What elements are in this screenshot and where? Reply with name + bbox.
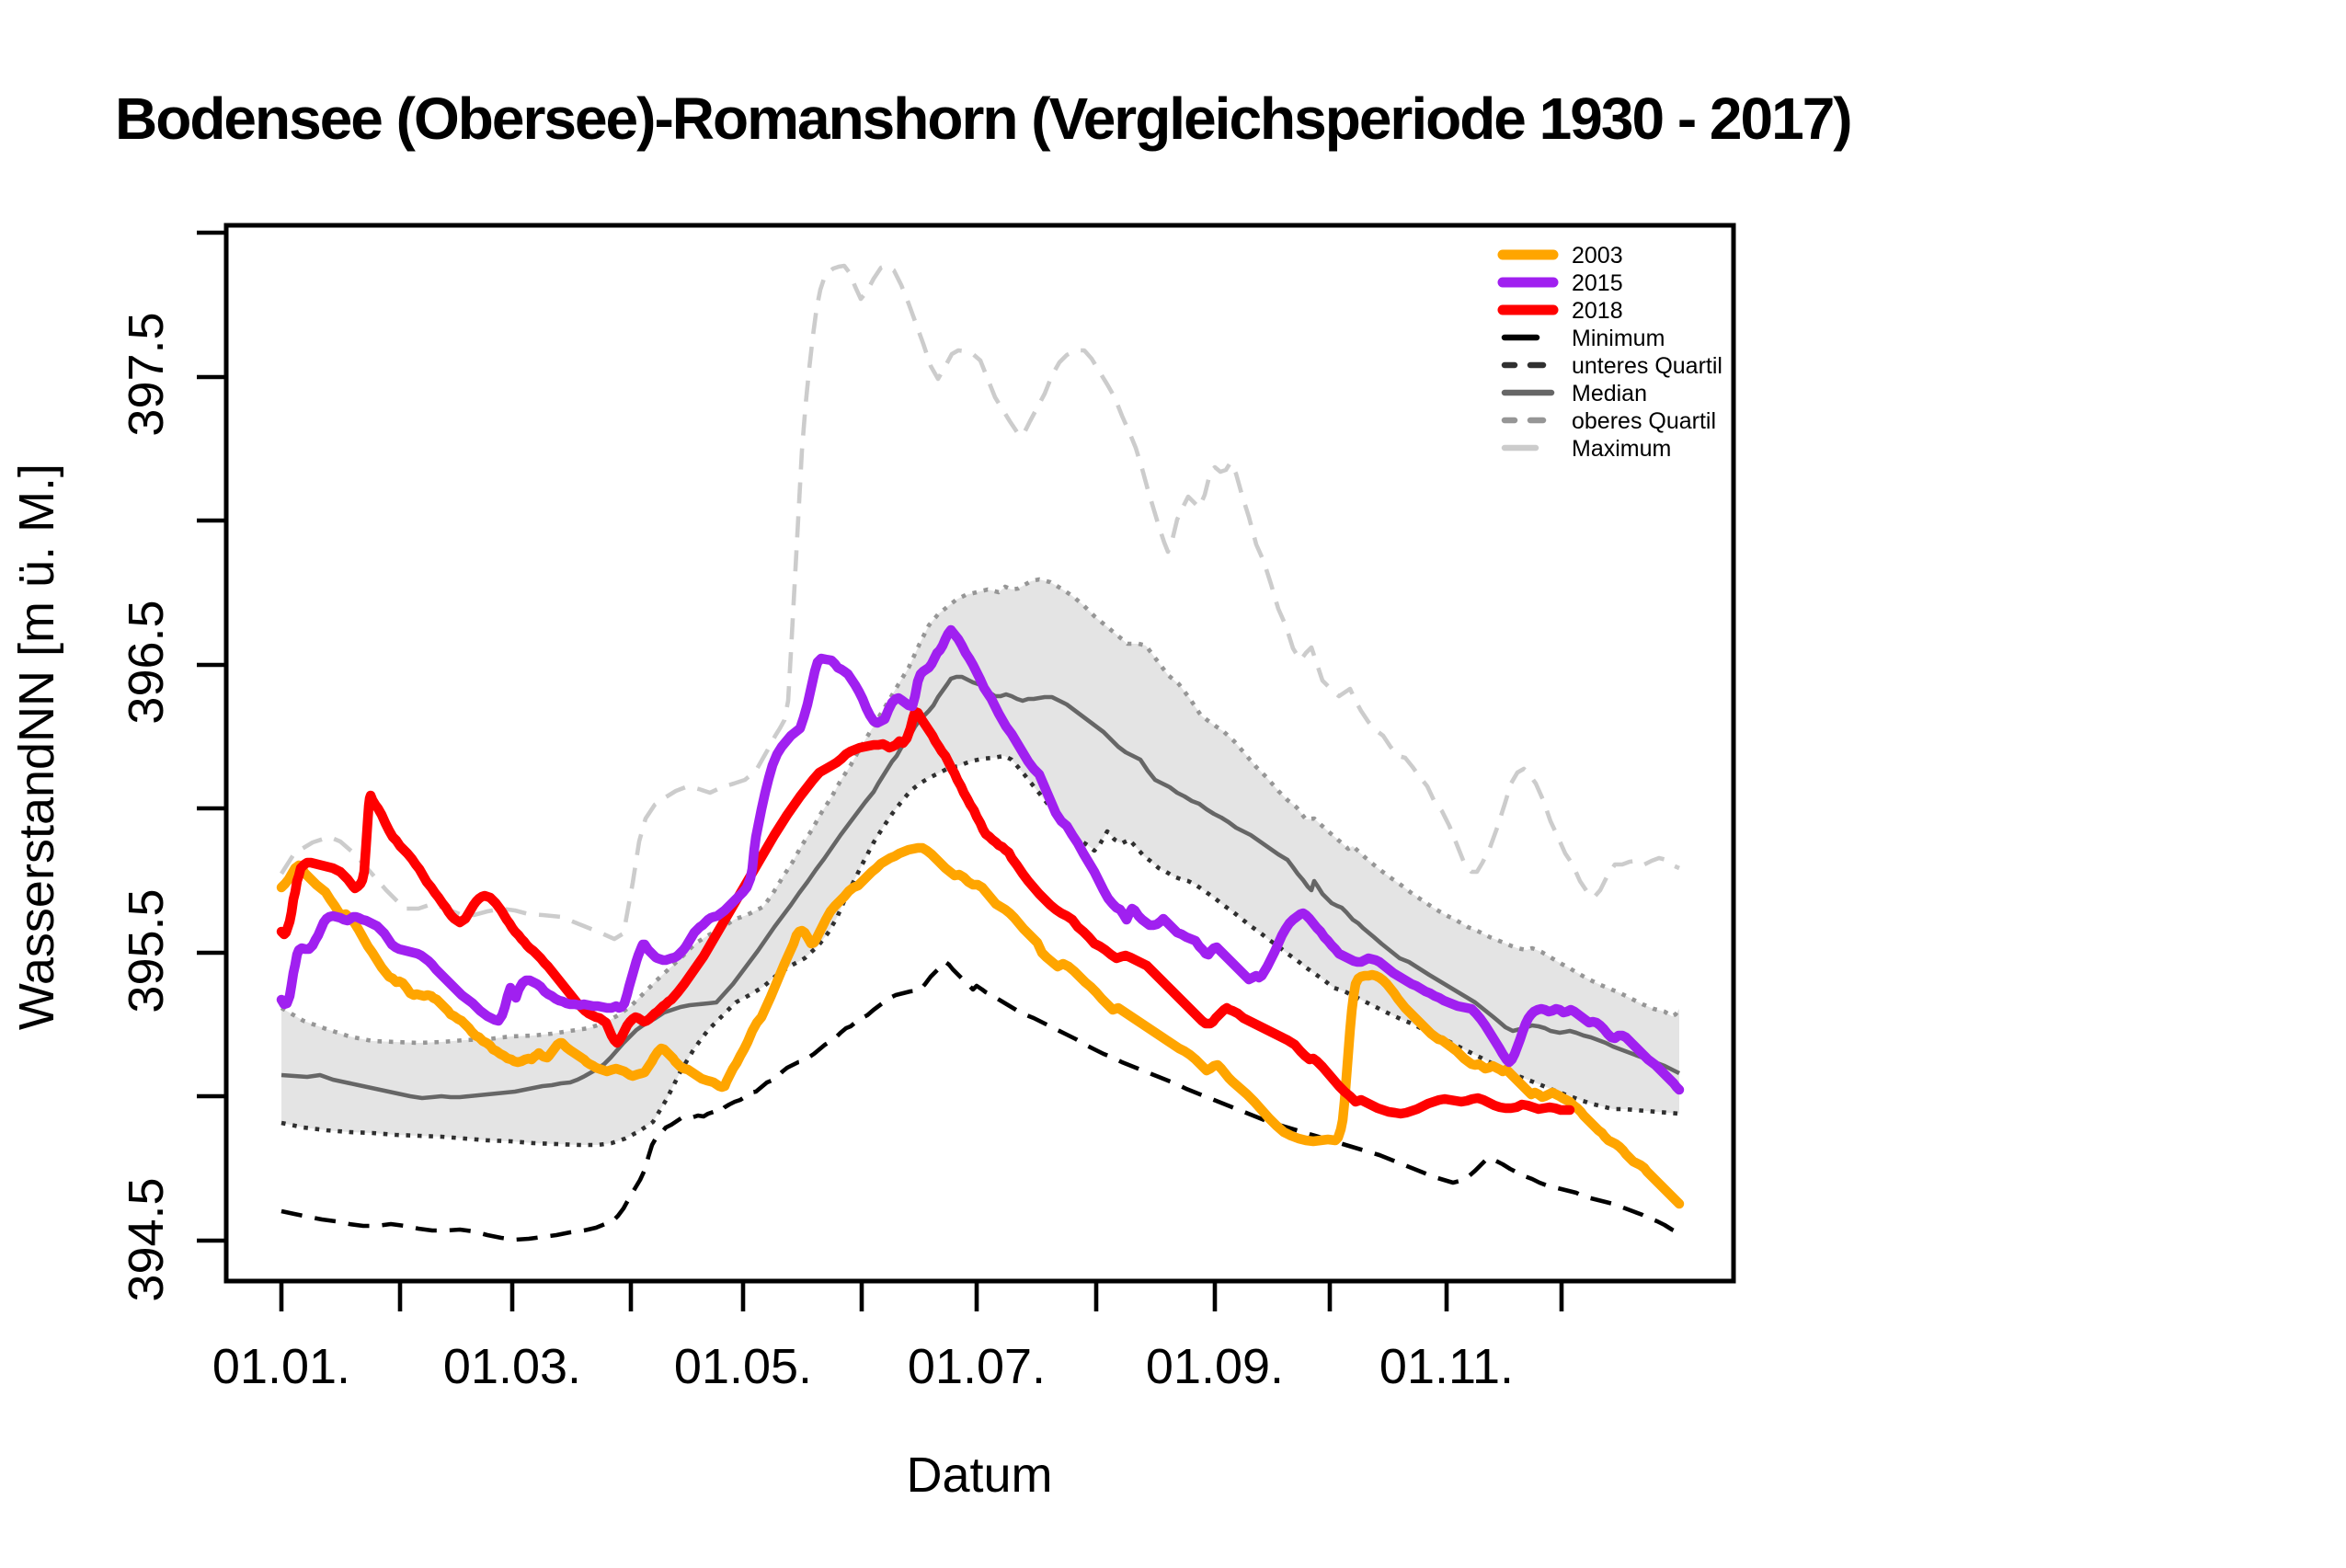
svg-text:394.5: 394.5 xyxy=(119,1177,174,1301)
svg-text:2015: 2015 xyxy=(1572,270,1623,296)
svg-text:01.11.: 01.11. xyxy=(1379,1339,1514,1394)
svg-text:01.07.: 01.07. xyxy=(908,1339,1046,1394)
svg-text:01.01.: 01.01. xyxy=(212,1339,350,1394)
svg-text:oberes Quartil: oberes Quartil xyxy=(1572,408,1716,434)
svg-text:Bodensee (Obersee)-Romanshorn: Bodensee (Obersee)-Romanshorn (Vergleich… xyxy=(115,86,1851,152)
svg-text:397.5: 397.5 xyxy=(119,312,174,436)
svg-text:unteres Quartil: unteres Quartil xyxy=(1572,353,1722,379)
svg-text:WasserstandNN [m ü. M.]: WasserstandNN [m ü. M.] xyxy=(9,464,64,1030)
svg-text:Maximum: Maximum xyxy=(1572,436,1671,462)
svg-text:01.03.: 01.03. xyxy=(443,1339,581,1394)
svg-text:Median: Median xyxy=(1572,381,1647,406)
svg-text:01.09.: 01.09. xyxy=(1146,1339,1284,1394)
svg-text:2018: 2018 xyxy=(1572,298,1623,324)
svg-text:01.05.: 01.05. xyxy=(674,1339,812,1394)
svg-text:2003: 2003 xyxy=(1572,243,1623,269)
svg-text:395.5: 395.5 xyxy=(119,888,174,1013)
svg-text:Minimum: Minimum xyxy=(1572,326,1665,351)
svg-text:396.5: 396.5 xyxy=(119,600,174,724)
svg-text:Datum: Datum xyxy=(906,1448,1052,1503)
